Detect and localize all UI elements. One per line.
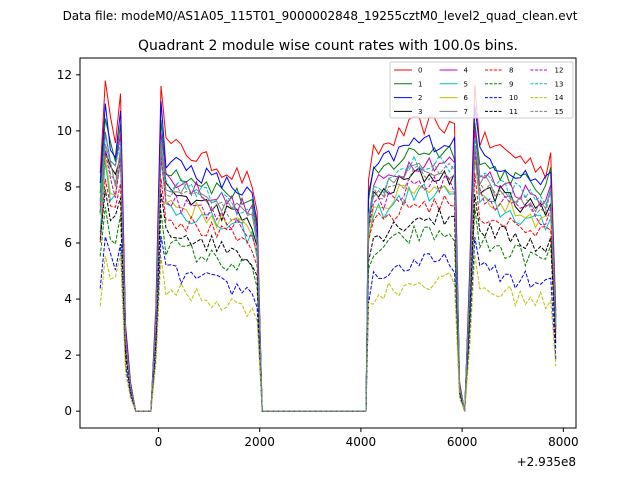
legend-label-2: 2 bbox=[418, 94, 422, 102]
series-line-8 bbox=[99, 172, 557, 412]
series-line-14 bbox=[99, 254, 557, 412]
chart-title: Quadrant 2 module wise count rates with … bbox=[138, 38, 518, 54]
x-tick-label: 2000 bbox=[244, 435, 275, 449]
y-tick-label: 8 bbox=[64, 180, 72, 194]
series-line-11 bbox=[99, 189, 557, 412]
legend-label-12: 12 bbox=[555, 67, 564, 75]
y-tick-label: 4 bbox=[64, 292, 72, 306]
series-line-2 bbox=[99, 101, 557, 412]
series-line-13 bbox=[99, 134, 557, 412]
legend-label-13: 13 bbox=[555, 80, 564, 88]
series-line-0 bbox=[99, 80, 557, 412]
legend-label-6: 6 bbox=[464, 94, 469, 102]
legend-label-9: 9 bbox=[509, 80, 513, 88]
series-line-4 bbox=[99, 128, 557, 412]
legend-label-4: 4 bbox=[464, 67, 469, 75]
legend-label-8: 8 bbox=[509, 67, 513, 75]
legend-label-11: 11 bbox=[509, 108, 518, 116]
legend-label-7: 7 bbox=[464, 108, 468, 116]
legend-label-0: 0 bbox=[418, 67, 422, 75]
legend-frame bbox=[389, 61, 574, 119]
x-tick-label: 0 bbox=[155, 435, 163, 449]
plot-series-group bbox=[99, 80, 557, 412]
y-tick-label: 6 bbox=[64, 236, 72, 250]
legend-label-10: 10 bbox=[509, 94, 518, 102]
series-line-15 bbox=[99, 143, 557, 412]
legend-label-3: 3 bbox=[418, 108, 422, 116]
legend-label-5: 5 bbox=[464, 80, 468, 88]
x-tick-label: 4000 bbox=[346, 435, 377, 449]
series-line-10 bbox=[99, 236, 557, 412]
y-tick-label: 0 bbox=[64, 404, 72, 418]
x-tick-label: 8000 bbox=[548, 435, 579, 449]
y-tick-label: 10 bbox=[57, 124, 72, 138]
series-line-7 bbox=[99, 142, 557, 412]
chart-suptitle: Data file: modeM0/AS1A05_115T01_90000028… bbox=[63, 9, 578, 23]
series-line-9 bbox=[99, 206, 557, 412]
plot-frame bbox=[79, 57, 577, 429]
legend-label-14: 14 bbox=[555, 94, 564, 102]
legend-label-15: 15 bbox=[555, 108, 564, 116]
x-axis-offset-text: +2.935e8 bbox=[517, 455, 576, 469]
y-tick-label: 12 bbox=[57, 68, 72, 82]
series-line-5 bbox=[99, 157, 557, 412]
legend-label-1: 1 bbox=[418, 80, 422, 88]
y-tick-label: 2 bbox=[64, 348, 72, 362]
x-tick-label: 6000 bbox=[447, 435, 478, 449]
